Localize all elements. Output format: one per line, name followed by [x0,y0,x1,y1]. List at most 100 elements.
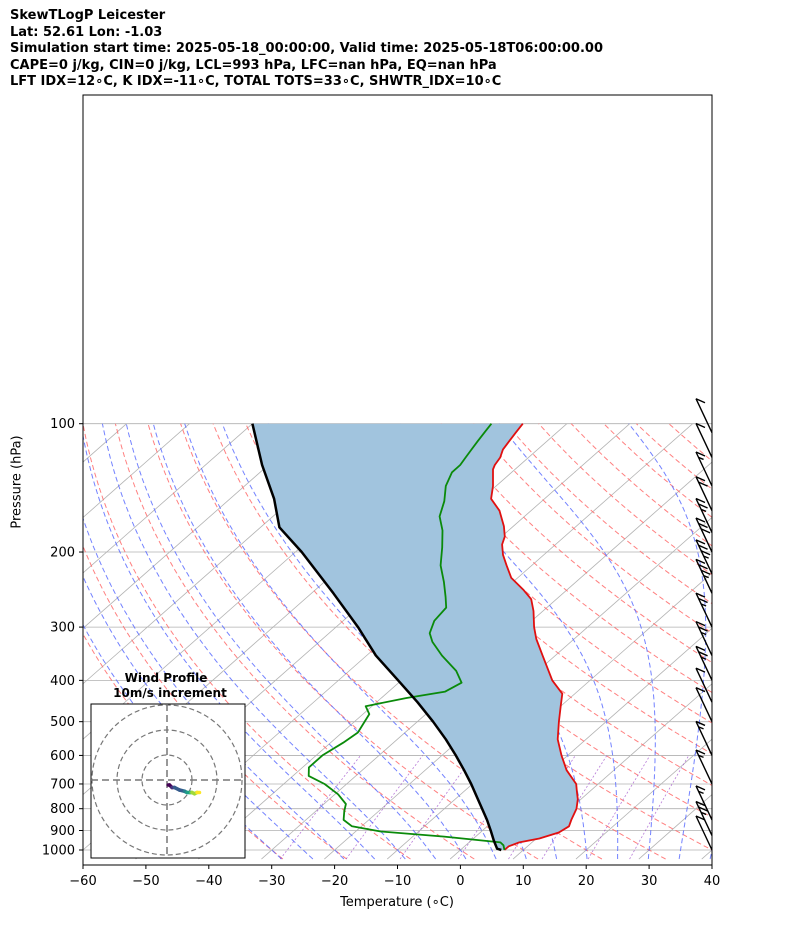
x-axis-label: Temperature (∘C) [340,895,454,910]
y-tick-label: 300 [50,621,75,636]
isotherm-line [0,424,1,859]
y-tick-label: 1000 [42,844,75,859]
chart-header: SkewTLogP Leicester Lat: 52.61 Lon: -1.0… [10,8,603,91]
temperature-profile-line [490,423,579,851]
dry-adiabat [408,423,712,694]
dry-adiabat [636,423,712,490]
wind-barb [695,398,713,434]
mixing-ratio-line [279,755,361,860]
wind-barb-flag [695,815,706,821]
moist-adiabat [628,423,707,860]
x-tick-label: 20 [578,874,595,889]
wind-barb-flag [700,528,711,534]
dry-adiabat [114,423,475,860]
isotherm-line [638,794,712,860]
wind-barb [695,558,713,594]
x-tick-label: 40 [704,874,721,889]
x-tick-label: 30 [641,874,658,889]
wind-barb-half-flag [698,726,704,730]
wind-barb-half-flag [700,631,707,636]
wind-barb-flag [695,687,706,693]
wind-barb [695,497,713,533]
wind-barb-half-flag [698,790,704,795]
mixing-ratio-line [587,755,651,860]
isotherm-line [0,424,64,859]
dry-adiabat [668,423,712,462]
wind-barb-staff [695,667,713,703]
wind-barb-flag [698,564,708,570]
wind-barb-half-flag [700,656,707,660]
wind-barb-flag [695,749,706,755]
wind-barb-flag [695,558,706,564]
wind-barb-flag [695,422,706,429]
moist-adiabat [101,423,406,860]
x-tick-label: 0 [456,874,464,889]
wind-barb-half-flag [700,603,707,607]
mixing-ratio-line [399,755,475,860]
wind-barb [695,815,713,851]
lifted-indices-text: LFT IDX=12∘C, K IDX=-11∘C, TOTAL TOTS=33… [10,74,502,89]
wind-barb-flag [695,398,706,404]
y-tick-label: 400 [50,674,75,689]
simulation-time-text: Simulation start time: 2025-05-18_00:00:… [10,41,603,56]
x-tick-label: −30 [258,874,285,889]
y-tick-label: 800 [50,802,75,817]
wind-barb-half-flag [700,811,707,816]
moist-adiabat [400,423,619,859]
wind-barb-staff [695,687,713,722]
moist-adiabat [83,433,376,860]
hodograph-subtitle: 10m/s increment [113,686,227,700]
wind-barb [695,687,713,722]
y-tick-label: 200 [50,546,75,561]
hodograph-frame [90,703,246,859]
wind-barb [695,749,713,785]
isotherm-line [83,423,316,629]
x-tick-label: 10 [515,874,532,889]
wind-barb [695,645,713,681]
wind-barb-staff [695,423,713,458]
dry-adiabat [505,423,712,605]
wind-barb [695,476,713,512]
wind-barb [695,785,713,821]
wind-barb [695,539,713,575]
isotherm-line [83,423,253,574]
moist-adiabat [709,847,712,860]
wind-barb-flag [698,522,708,529]
wind-barb-half-flag [703,555,709,559]
x-tick-label: −40 [195,874,222,889]
wind-barb-flag [695,645,706,651]
wind-barb-flag [695,539,706,545]
isotherm-line [324,516,712,860]
moist-adiabat [184,423,497,860]
wind-barb-flag [695,720,706,727]
dry-adiabat [473,423,712,634]
wind-barb-flag [698,544,708,550]
wind-barb-flag [695,592,706,598]
wind-barb-staff [695,398,713,434]
wind-barb [695,800,713,836]
wind-barb [695,422,713,458]
wind-barb-flag [695,800,706,807]
wind-barb-flag [700,569,711,575]
isotherm-line [83,423,190,519]
wind-barb-flag [698,597,708,604]
wind-barb-flag [695,497,706,504]
stability-indices-text: CAPE=0 j/kg, CIN=0 j/kg, LCL=993 hPa, LF… [10,57,497,73]
wind-barb-flag [698,651,708,657]
x-tick-label: −10 [384,874,411,889]
wind-barb [695,451,713,487]
moist-adiabat [125,423,437,860]
wind-barb-flag [698,626,708,632]
wind-barb-flag [698,806,708,812]
isotherm-line [512,683,712,860]
wind-barb [695,592,713,628]
wind-barb-half-flag [703,575,709,579]
x-tick-label: −20 [321,874,348,889]
wind-barb [695,517,713,553]
wind-barb [695,620,713,656]
wind-barb [695,720,713,756]
hodograph-plot [91,704,245,858]
moist-adiabat [83,623,282,860]
x-tick-label: −60 [69,874,96,889]
wind-barb-half-flag [698,754,704,759]
